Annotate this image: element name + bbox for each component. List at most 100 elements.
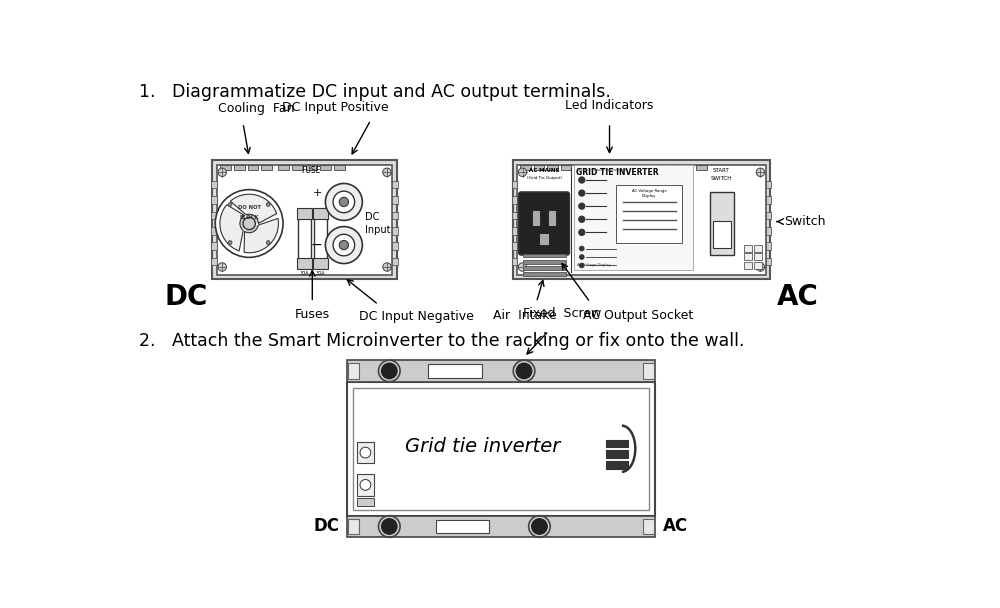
Circle shape bbox=[243, 217, 255, 230]
Text: AC MAINS: AC MAINS bbox=[529, 168, 559, 173]
Bar bbox=[436, 520, 489, 533]
Text: GRID TIE INVERTER: GRID TIE INVERTER bbox=[576, 168, 659, 177]
Bar bbox=[278, 165, 289, 170]
Text: Grid tie inverter: Grid tie inverter bbox=[405, 437, 560, 455]
Text: LED AC measuring distance: LED AC measuring distance bbox=[577, 168, 626, 171]
Bar bbox=[512, 160, 770, 279]
Text: 1.   Diagrammatize DC input and AC output terminals.: 1. Diagrammatize DC input and AC output … bbox=[139, 83, 611, 101]
Bar bbox=[523, 260, 566, 263]
Text: START: START bbox=[713, 168, 730, 173]
Bar bbox=[766, 181, 771, 188]
Bar bbox=[601, 165, 612, 170]
Bar bbox=[297, 258, 312, 269]
Text: AC: AC bbox=[663, 517, 688, 536]
Bar bbox=[347, 382, 655, 516]
Bar bbox=[234, 165, 245, 170]
Bar bbox=[588, 165, 598, 170]
Bar bbox=[523, 266, 566, 270]
Bar bbox=[629, 165, 640, 170]
Bar bbox=[643, 519, 654, 534]
Bar bbox=[512, 181, 517, 188]
Bar bbox=[656, 165, 666, 170]
Circle shape bbox=[339, 198, 348, 207]
Bar bbox=[392, 227, 398, 235]
Bar bbox=[710, 192, 734, 255]
Text: (Grid Tie Output): (Grid Tie Output) bbox=[527, 176, 562, 180]
Text: AC Output Socket: AC Output Socket bbox=[583, 309, 693, 322]
Circle shape bbox=[579, 229, 585, 235]
Bar bbox=[766, 212, 771, 219]
Bar bbox=[392, 258, 398, 266]
Text: SWITCH: SWITCH bbox=[710, 176, 732, 181]
Bar bbox=[220, 165, 231, 170]
Bar bbox=[744, 253, 752, 260]
Bar bbox=[313, 258, 328, 269]
Bar bbox=[392, 196, 398, 204]
Bar bbox=[512, 212, 517, 219]
Text: 30A: 30A bbox=[299, 271, 309, 276]
Bar bbox=[292, 165, 303, 170]
Bar bbox=[574, 165, 693, 270]
Bar bbox=[334, 165, 345, 170]
Bar bbox=[298, 218, 311, 259]
Bar bbox=[547, 165, 558, 170]
Bar bbox=[348, 519, 359, 534]
Bar bbox=[211, 258, 217, 266]
Circle shape bbox=[382, 519, 397, 534]
Text: Led Indicators: Led Indicators bbox=[565, 99, 654, 112]
Circle shape bbox=[360, 447, 371, 458]
Bar bbox=[669, 165, 680, 170]
Text: DC
Input: DC Input bbox=[365, 212, 391, 235]
Bar bbox=[766, 227, 771, 235]
Text: AC Voltage Range
Display: AC Voltage Range Display bbox=[632, 189, 667, 198]
Circle shape bbox=[579, 190, 585, 196]
Bar bbox=[517, 165, 766, 275]
Circle shape bbox=[218, 263, 226, 271]
Bar bbox=[347, 360, 655, 382]
Bar bbox=[744, 261, 752, 269]
Bar bbox=[347, 516, 655, 537]
Bar bbox=[353, 388, 649, 510]
Bar bbox=[616, 185, 682, 243]
Bar bbox=[766, 243, 771, 250]
Circle shape bbox=[266, 202, 270, 206]
Bar bbox=[754, 244, 762, 252]
Text: DC: DC bbox=[165, 283, 208, 311]
Bar bbox=[540, 233, 548, 244]
Bar bbox=[211, 243, 217, 250]
Circle shape bbox=[215, 190, 283, 257]
Circle shape bbox=[516, 363, 532, 379]
Text: BLOCK: BLOCK bbox=[239, 215, 259, 221]
Circle shape bbox=[579, 216, 585, 223]
Bar bbox=[512, 227, 517, 235]
Text: 2.   Attach the Smart Microinverter to the racking or fix onto the wall.: 2. Attach the Smart Microinverter to the… bbox=[139, 332, 745, 350]
Circle shape bbox=[756, 263, 765, 271]
Circle shape bbox=[333, 191, 355, 213]
Text: Fixed  Screw: Fixed Screw bbox=[523, 307, 602, 320]
Bar bbox=[713, 221, 731, 247]
Circle shape bbox=[228, 202, 232, 206]
Bar bbox=[754, 253, 762, 260]
Polygon shape bbox=[244, 218, 278, 253]
FancyBboxPatch shape bbox=[519, 192, 569, 255]
Text: DO NOT: DO NOT bbox=[238, 205, 261, 210]
Circle shape bbox=[339, 240, 348, 250]
Bar bbox=[261, 165, 272, 170]
Circle shape bbox=[756, 168, 765, 176]
Text: +: + bbox=[313, 188, 322, 198]
Circle shape bbox=[360, 480, 371, 490]
Circle shape bbox=[382, 363, 397, 379]
Bar bbox=[357, 498, 374, 506]
Text: −: − bbox=[311, 238, 322, 252]
Circle shape bbox=[518, 263, 527, 271]
Circle shape bbox=[579, 263, 584, 268]
Circle shape bbox=[325, 227, 362, 263]
Bar bbox=[392, 212, 398, 219]
Text: AC: AC bbox=[777, 283, 818, 311]
Bar bbox=[357, 442, 374, 463]
Bar bbox=[320, 165, 331, 170]
Text: Cooling  Fan: Cooling Fan bbox=[218, 102, 295, 116]
Bar bbox=[549, 211, 555, 225]
Text: Air  Intake: Air Intake bbox=[493, 309, 557, 322]
Bar bbox=[211, 196, 217, 204]
